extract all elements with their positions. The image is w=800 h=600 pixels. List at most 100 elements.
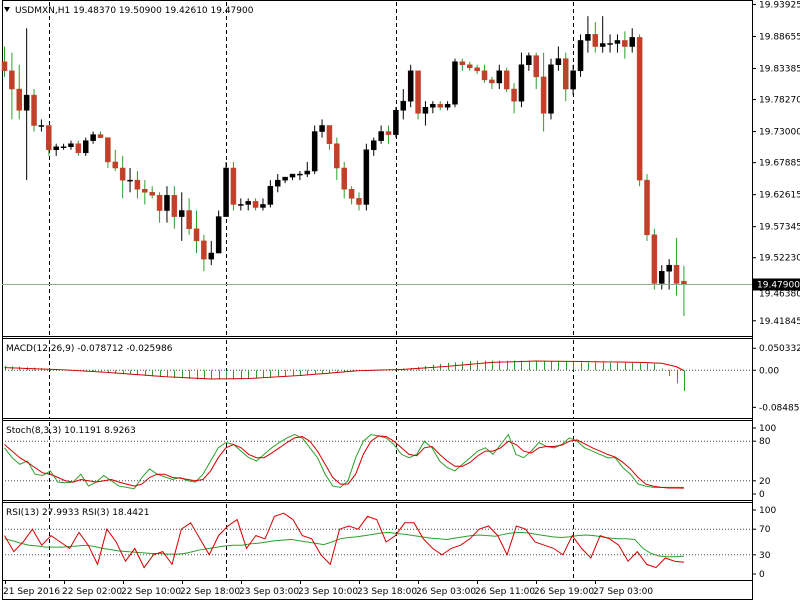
candle-body bbox=[178, 210, 185, 217]
candle-body bbox=[651, 234, 658, 284]
candle-body bbox=[518, 64, 525, 102]
candle-body bbox=[659, 271, 665, 284]
candle-body bbox=[171, 195, 178, 217]
candle-body bbox=[82, 140, 89, 154]
candle-body bbox=[400, 100, 407, 111]
candle-body bbox=[75, 143, 82, 154]
macd-tick-label: 0.050332 bbox=[759, 344, 800, 354]
candle-body bbox=[186, 210, 192, 229]
candle-body bbox=[23, 94, 30, 111]
price-tick-label: 19.73000 bbox=[759, 128, 800, 138]
candle-body bbox=[127, 179, 133, 182]
candle-body bbox=[459, 61, 466, 65]
candle-body bbox=[119, 167, 126, 181]
candle-body bbox=[481, 70, 488, 81]
stoch-tick-label: 20 bbox=[759, 477, 771, 487]
price-tick-label: 19.52230 bbox=[759, 254, 800, 264]
candle-body bbox=[142, 189, 148, 193]
macd-signal-line bbox=[4, 360, 685, 380]
candle-body bbox=[489, 79, 495, 84]
rsi-tick-label: 100 bbox=[759, 506, 776, 516]
rsi-title: RSI(13) 27.9933 RSI(3) 18.4421 bbox=[6, 508, 149, 518]
stoch-title: Stoch(8,3,3) 10.1191 8.9263 bbox=[6, 426, 136, 436]
candle-body bbox=[193, 228, 200, 242]
candle-body bbox=[415, 70, 421, 114]
price-tick-label: 19.83385 bbox=[759, 64, 800, 74]
stoch-series-line-1 bbox=[4, 435, 684, 489]
candle-body bbox=[9, 70, 15, 90]
candle-body bbox=[437, 103, 443, 108]
candle-body bbox=[46, 125, 52, 151]
time-tick-label: 23 Sep 10:00 bbox=[298, 587, 358, 597]
time-tick-label: 22 Sep 10:00 bbox=[121, 587, 181, 597]
candle-body bbox=[297, 173, 303, 176]
candle-body bbox=[636, 37, 643, 181]
price-tick-label: 19.62615 bbox=[759, 191, 800, 201]
candle-body bbox=[407, 70, 414, 102]
candle-body bbox=[230, 167, 237, 205]
candle-body bbox=[68, 143, 74, 147]
time-tick-label: 27 Sep 03:00 bbox=[593, 587, 653, 597]
price-title: USDMXN,H1 19.48370 19.50900 19.42610 19.… bbox=[15, 6, 254, 16]
time-tick-label: 22 Sep 18:00 bbox=[180, 587, 240, 597]
candle-body bbox=[319, 125, 325, 132]
price-tick-label: 19.88655 bbox=[759, 32, 800, 42]
candle-body bbox=[430, 103, 436, 108]
macd-tick-label: -0.084857 bbox=[759, 403, 800, 413]
time-tick-label: 23 Sep 18:00 bbox=[357, 587, 417, 597]
candle-body bbox=[238, 204, 244, 206]
candle-body bbox=[548, 64, 554, 114]
candle-body bbox=[563, 58, 569, 90]
macd-title: MACD(12,26,9) -0.078712 -0.025986 bbox=[6, 344, 173, 354]
candle-body bbox=[16, 88, 23, 111]
candle-body bbox=[348, 189, 355, 199]
price-candles[interactable] bbox=[1, 16, 687, 317]
candle-body bbox=[245, 201, 251, 205]
price-tick-label: 19.41845 bbox=[759, 317, 800, 327]
candle-body bbox=[38, 125, 45, 127]
time-tick-label: 21 Sep 2016 bbox=[3, 587, 60, 597]
price-tick-label: 19.67885 bbox=[759, 159, 800, 169]
candle-body bbox=[444, 103, 451, 108]
stoch-tick-label: 0 bbox=[759, 490, 765, 500]
candle-body bbox=[555, 58, 562, 65]
candle-body bbox=[90, 134, 96, 141]
candle-body bbox=[577, 40, 584, 72]
candle-body bbox=[97, 134, 104, 138]
candle-body bbox=[467, 64, 473, 69]
current-price-label: 19.47900 bbox=[757, 281, 800, 291]
candle-body bbox=[474, 67, 480, 72]
macd-panel[interactable]: 0.050332 0.00 -0.084857 bbox=[2, 344, 800, 413]
stoch-panel[interactable]: 100 80 20 0 bbox=[2, 424, 776, 500]
time-tick-label: 26 Sep 11:00 bbox=[475, 587, 535, 597]
hidden-tick-label: 19.46380 bbox=[759, 290, 800, 300]
rsi-series-line-1 bbox=[4, 512, 684, 569]
candle-body bbox=[304, 170, 311, 175]
candle-body bbox=[31, 94, 37, 126]
candle-body bbox=[607, 43, 613, 45]
macd-tick-label: 0.00 bbox=[759, 366, 779, 376]
candle-body bbox=[112, 161, 119, 169]
candle-body bbox=[422, 107, 429, 114]
time-tick-label: 26 Sep 03:00 bbox=[416, 587, 476, 597]
candle-body bbox=[673, 264, 680, 284]
triangle-down-icon[interactable] bbox=[4, 7, 10, 12]
candle-body bbox=[282, 176, 288, 181]
rsi-tick-label: 30 bbox=[759, 551, 771, 561]
rsi-panel[interactable]: 100 70 30 0 bbox=[2, 506, 776, 580]
candle-body bbox=[629, 37, 635, 47]
candle-body bbox=[585, 34, 591, 41]
candle-body bbox=[149, 192, 155, 196]
candle-body bbox=[164, 195, 170, 211]
candle-body bbox=[326, 125, 333, 144]
price-tick-label: 19.93925 bbox=[759, 0, 800, 10]
candle-body bbox=[1, 61, 8, 72]
candle-body bbox=[666, 264, 672, 272]
candle-body bbox=[540, 76, 547, 114]
candle-body bbox=[60, 146, 67, 148]
candle-body bbox=[385, 131, 392, 135]
candle-body bbox=[570, 70, 576, 90]
price-axis: 19.93925 19.88655 19.83385 19.78270 19.73000… bbox=[752, 0, 800, 327]
candle-body bbox=[208, 252, 215, 260]
candle-body bbox=[496, 70, 503, 84]
